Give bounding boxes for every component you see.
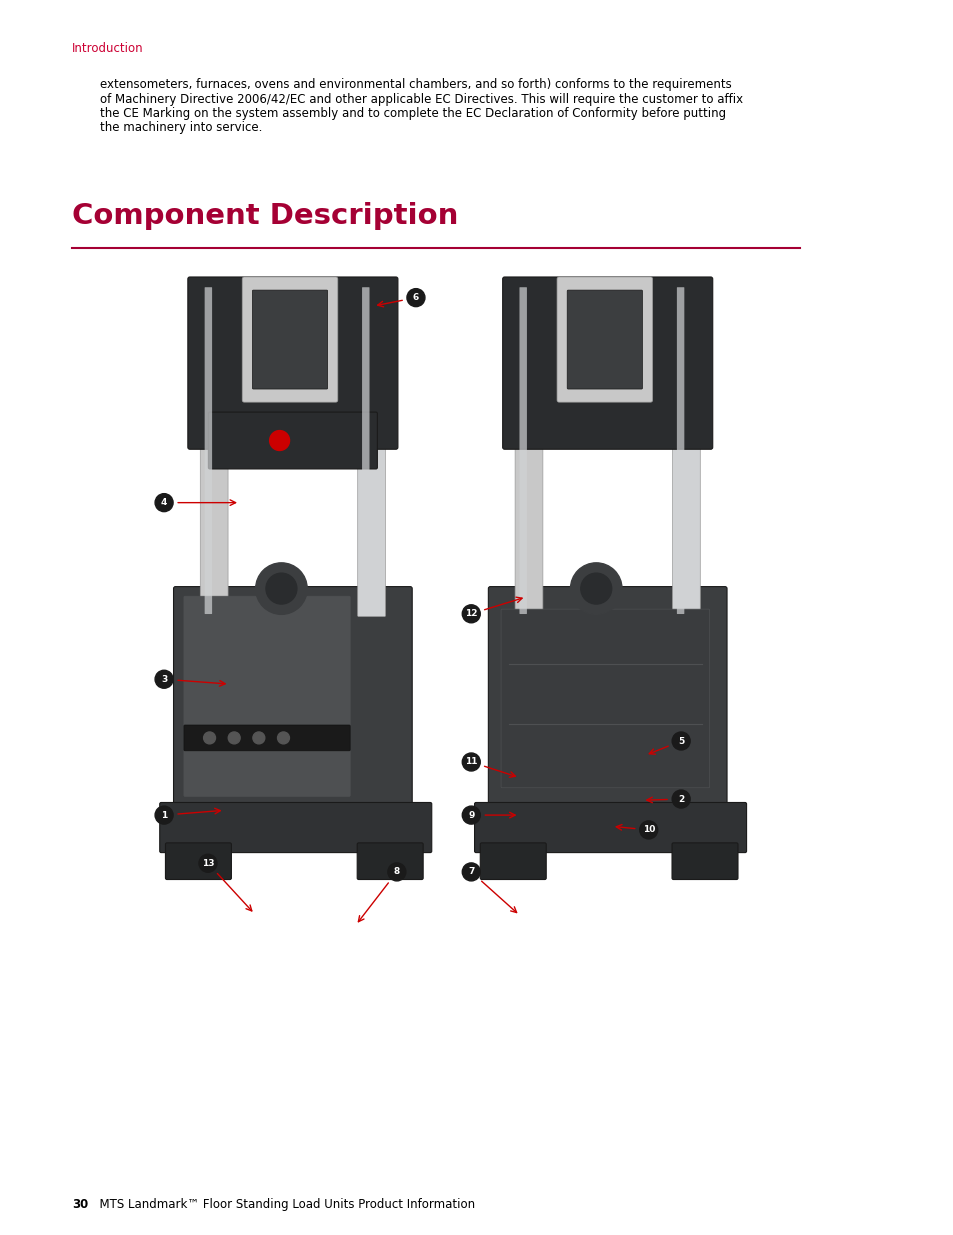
Text: the machinery into service.: the machinery into service. (100, 121, 262, 135)
FancyBboxPatch shape (184, 725, 350, 751)
FancyBboxPatch shape (208, 412, 377, 469)
FancyBboxPatch shape (479, 842, 546, 879)
Text: 3: 3 (161, 674, 167, 684)
Text: Component Description: Component Description (71, 203, 457, 230)
FancyBboxPatch shape (159, 803, 432, 852)
Circle shape (228, 732, 240, 743)
FancyBboxPatch shape (672, 285, 700, 616)
Text: 11: 11 (464, 757, 477, 767)
FancyBboxPatch shape (242, 277, 337, 403)
Circle shape (203, 732, 215, 743)
Text: Introduction: Introduction (71, 42, 144, 56)
FancyBboxPatch shape (165, 842, 232, 879)
Text: 9: 9 (468, 810, 474, 820)
Circle shape (462, 753, 479, 771)
FancyBboxPatch shape (567, 290, 641, 389)
Circle shape (388, 863, 405, 881)
Circle shape (462, 863, 479, 881)
FancyBboxPatch shape (488, 587, 726, 806)
FancyBboxPatch shape (205, 288, 212, 614)
FancyBboxPatch shape (253, 290, 327, 389)
Circle shape (155, 671, 172, 688)
FancyBboxPatch shape (677, 288, 683, 614)
FancyBboxPatch shape (200, 285, 228, 616)
Text: the CE Marking on the system assembly and to complete the EC Declaration of Conf: the CE Marking on the system assembly an… (100, 107, 725, 120)
FancyBboxPatch shape (184, 597, 350, 797)
Circle shape (155, 494, 172, 511)
FancyBboxPatch shape (188, 277, 397, 450)
Circle shape (199, 855, 216, 872)
Circle shape (266, 573, 296, 604)
Circle shape (462, 806, 479, 824)
Circle shape (277, 732, 289, 743)
Text: 6: 6 (413, 293, 418, 303)
Text: 12: 12 (464, 609, 477, 619)
Circle shape (270, 431, 290, 451)
Text: extensometers, furnaces, ovens and environmental chambers, and so forth) conform: extensometers, furnaces, ovens and envir… (100, 78, 731, 91)
FancyBboxPatch shape (356, 842, 423, 879)
FancyBboxPatch shape (502, 277, 712, 450)
FancyBboxPatch shape (362, 288, 369, 614)
FancyBboxPatch shape (519, 288, 526, 614)
Text: MTS Landmark™ Floor Standing Load Units Product Information: MTS Landmark™ Floor Standing Load Units … (91, 1198, 475, 1212)
Circle shape (253, 732, 265, 743)
Circle shape (639, 821, 657, 839)
FancyBboxPatch shape (671, 842, 738, 879)
Text: 2: 2 (678, 794, 683, 804)
Text: 13: 13 (201, 858, 214, 868)
Circle shape (462, 605, 479, 622)
Circle shape (255, 563, 307, 614)
FancyBboxPatch shape (500, 609, 709, 788)
Text: 10: 10 (642, 825, 654, 835)
FancyBboxPatch shape (557, 277, 652, 403)
Circle shape (407, 289, 424, 306)
Text: 5: 5 (678, 736, 683, 746)
Text: 30: 30 (71, 1198, 89, 1212)
FancyBboxPatch shape (173, 587, 412, 806)
Text: of Machinery Directive 2006/42/EC and other applicable EC Directives. This will : of Machinery Directive 2006/42/EC and ot… (100, 93, 742, 105)
Circle shape (672, 732, 689, 750)
Circle shape (155, 806, 172, 824)
FancyBboxPatch shape (357, 285, 385, 616)
Text: 1: 1 (161, 810, 167, 820)
FancyBboxPatch shape (474, 803, 746, 852)
Circle shape (570, 563, 621, 614)
Circle shape (672, 790, 689, 808)
Text: 8: 8 (394, 867, 399, 877)
FancyBboxPatch shape (515, 285, 542, 616)
Text: 7: 7 (468, 867, 474, 877)
Circle shape (580, 573, 611, 604)
Text: 4: 4 (161, 498, 167, 508)
